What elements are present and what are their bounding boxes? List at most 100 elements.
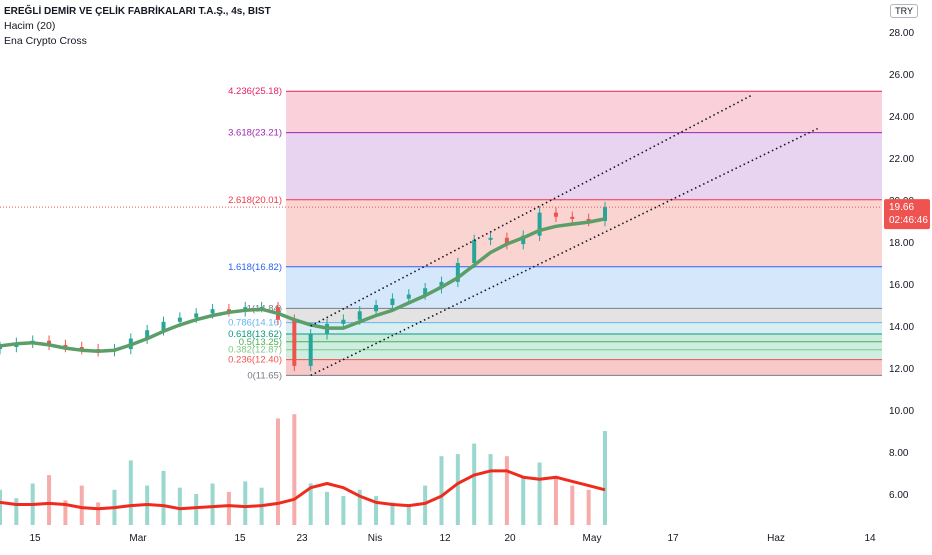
volume-bar [570, 485, 575, 525]
volume-bar [488, 454, 493, 525]
candle-body [145, 330, 150, 339]
volume-bar [292, 414, 297, 525]
candle-body [472, 239, 477, 263]
symbol-title[interactable]: EREĞLİ DEMİR VE ÇELİK FABRİKALARI T.A.Ş.… [4, 6, 271, 17]
currency-button[interactable]: TRY [890, 4, 918, 18]
volume-indicator-label[interactable]: Hacim (20) [4, 20, 56, 32]
price-tag-value: 19.66 [889, 202, 914, 213]
volume-bar [210, 483, 215, 525]
fib-zone-1.618 [286, 199, 882, 267]
volume-bar [47, 475, 52, 525]
fib-label-0: 0(11.65) [247, 370, 282, 381]
price-tick-label: 12.00 [889, 364, 914, 375]
volume-bars [0, 414, 607, 525]
price-tick-label: 16.00 [889, 280, 914, 291]
candle-body [374, 305, 379, 312]
fibonacci-labels: 0(11.65) 0.236(12.40)0.382(12.87)0.5(13.2… [228, 86, 282, 381]
volume-ma-line [0, 469, 606, 511]
time-tick-label: 14 [864, 533, 876, 544]
time-tick-label: 20 [504, 533, 516, 544]
fib-label-0.236: 0.236(12.40) [228, 355, 282, 366]
price-tick-label: 24.00 [889, 112, 914, 123]
price-tick-label: 8.00 [889, 448, 909, 459]
last-price-tag: 19.66 02:46:46 [884, 199, 930, 230]
volume-bar [177, 487, 182, 525]
candle-body [521, 235, 526, 245]
volume-bar [537, 462, 542, 525]
candle-body [553, 212, 558, 217]
candle-body [210, 309, 215, 314]
time-tick-label: Mar [129, 533, 147, 544]
price-tick-label: 22.00 [889, 154, 914, 165]
fib-zone-0.5 [286, 333, 882, 342]
cross-indicator-label[interactable]: Ena Crypto Cross [4, 35, 87, 47]
time-axis: 15 Mar 15 23 Nis 12 20 May 17 Haz 14 [29, 533, 876, 544]
candle-body [47, 340, 52, 345]
volume-bar [194, 494, 199, 525]
fib-label-0.382: 0.382(12.87) [228, 345, 282, 356]
price-tick-label: 6.00 [889, 490, 909, 501]
volume-bar [374, 496, 379, 525]
fib-zone-3.618 [286, 91, 882, 133]
volume-bar [308, 483, 313, 525]
candle-body [390, 298, 395, 305]
volume-bar [0, 489, 2, 525]
candle-body [194, 313, 199, 318]
candle-body [308, 334, 313, 366]
volume-bar [439, 456, 444, 525]
volume-bar [423, 485, 428, 525]
trend-channel [0, 94, 882, 377]
candle-body [177, 317, 182, 322]
candle-body [488, 237, 493, 240]
ema-line [0, 217, 606, 353]
fib-label-0.786: 0.786(14.16) [228, 318, 282, 329]
volume-bar [275, 418, 280, 525]
volume-bar [390, 502, 395, 525]
volume-bar [603, 431, 607, 525]
volume-bar [325, 491, 330, 525]
candle-body [226, 309, 231, 312]
time-tick-label: Nis [368, 533, 382, 544]
time-tick-label: May [583, 533, 602, 544]
fib-label-0.5: 0.5(13.25) [239, 337, 282, 348]
candle-body [63, 344, 68, 347]
candle-body [455, 263, 460, 282]
price-tag-countdown: 02:46:46 [889, 215, 928, 226]
candle-body [586, 218, 591, 221]
volume-bar [472, 443, 477, 525]
price-tick-label: 14.00 [889, 322, 914, 333]
volume-bar [96, 502, 101, 525]
volume-bar [521, 477, 526, 525]
candles [0, 201, 607, 372]
volume-bar [161, 470, 166, 525]
candle-body [504, 237, 509, 245]
time-tick-label: 23 [296, 533, 308, 544]
volume-bar [455, 454, 460, 525]
fibonacci-fills [286, 91, 882, 376]
candle-body [537, 212, 542, 236]
candle-body [161, 321, 166, 331]
indicator-lines [0, 217, 606, 511]
volume-bar [226, 491, 231, 525]
volume-bar [504, 456, 509, 525]
fibonacci-lines [286, 90, 882, 376]
time-tick-label: 15 [29, 533, 41, 544]
volume-bar [357, 489, 362, 525]
price-tick-label: 28.00 [889, 28, 914, 39]
candle-body [357, 311, 362, 320]
price-axis: 6.008.0010.0012.0014.0016.0018.0020.0022… [889, 28, 914, 501]
volume-bar [63, 500, 68, 525]
price-tick-label: 18.00 [889, 238, 914, 249]
time-tick-label: 12 [439, 533, 451, 544]
price-tick-label: 26.00 [889, 70, 914, 81]
candle-body [0, 347, 2, 350]
fib-zone-0.236 [286, 349, 882, 360]
price-tag-box [884, 199, 930, 230]
candle-body [603, 207, 607, 221]
candle-body [341, 319, 346, 324]
fib-zone-0.382 [286, 341, 882, 350]
fib-label-1.618: 1.618(16.82) [228, 262, 282, 273]
candle-body [439, 281, 444, 289]
